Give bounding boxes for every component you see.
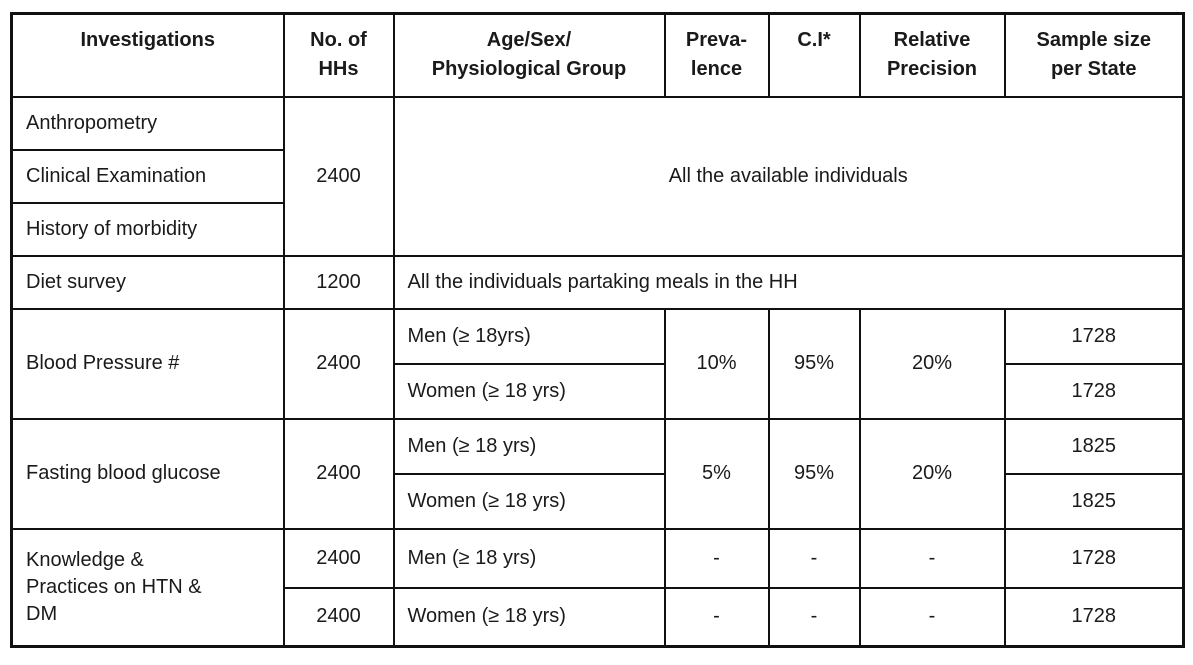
cell-investigation-clinical: Clinical Examination (10, 148, 285, 204)
cell-prevalence-knowledge-women: - (663, 586, 770, 648)
cell-note-all-available: All the available individuals (392, 95, 1185, 257)
cell-investigation-blood-pressure: Blood Pressure # (10, 307, 285, 420)
cell-investigation-diet: Diet survey (10, 254, 285, 310)
col-header-prevalence: Preva- lence (663, 12, 770, 98)
cell-prevalence-fbg: 5% (663, 417, 770, 530)
cell-ci-knowledge-men: - (767, 527, 861, 589)
cell-sample-bp-men: 1728 (1003, 307, 1185, 365)
row-blood-pressure-men: Blood Pressure # 2400 Men (≥ 18yrs) 10% … (10, 307, 1185, 420)
cell-investigation-knowledge: Knowledge & Practices on HTN & DM (10, 527, 285, 648)
row-fasting-glucose-men: Fasting blood glucose 2400 Men (≥ 18 yrs… (10, 417, 1185, 530)
cell-sample-fbg-women: 1825 (1003, 472, 1185, 530)
cell-group-fbg-women: Women (≥ 18 yrs) (392, 472, 666, 530)
cell-ci-knowledge-women: - (767, 586, 861, 648)
cell-sample-knowledge-men: 1728 (1003, 527, 1185, 589)
cell-hhs-knowledge-men: 2400 (282, 527, 395, 589)
cell-ci-bp: 95% (767, 307, 861, 420)
cell-group-knowledge-women: Women (≥ 18 yrs) (392, 586, 666, 648)
col-header-relative-precision: Relative Precision (858, 12, 1006, 98)
col-header-age-sex-group: Age/Sex/ Physiological Group (392, 12, 666, 98)
cell-prevalence-bp: 10% (663, 307, 770, 420)
cell-hhs-blood-pressure: 2400 (282, 307, 395, 420)
row-anthropometry: Anthropometry 2400 All the available ind… (10, 95, 1185, 257)
cell-hhs-diet: 1200 (282, 254, 395, 310)
row-diet-survey: Diet survey 1200 All the individuals par… (10, 254, 1185, 310)
cell-sample-bp-women: 1728 (1003, 362, 1185, 420)
col-header-no-of-hhs: No. of HHs (282, 12, 395, 98)
col-header-ci: C.I* (767, 12, 861, 98)
cell-sample-knowledge-women: 1728 (1003, 586, 1185, 648)
cell-relative-precision-knowledge-women: - (858, 586, 1006, 648)
cell-note-diet: All the individuals partaking meals in t… (392, 254, 1185, 310)
cell-prevalence-knowledge-men: - (663, 527, 770, 589)
cell-relative-precision-bp: 20% (858, 307, 1006, 420)
cell-hhs-fasting-glucose: 2400 (282, 417, 395, 530)
cell-investigation-fasting-glucose: Fasting blood glucose (10, 417, 285, 530)
cell-hhs-group1: 2400 (282, 95, 395, 257)
col-header-investigations: Investigations (10, 12, 285, 98)
cell-group-knowledge-men: Men (≥ 18 yrs) (392, 527, 666, 589)
header-row: Investigations No. of HHs Age/Sex/ Physi… (10, 12, 1185, 98)
survey-sampling-table: Investigations No. of HHs Age/Sex/ Physi… (10, 12, 1185, 648)
row-blood-pressure-women: Women (≥ 18 yrs) 1728 (12, 362, 1185, 420)
cell-ci-fbg: 95% (767, 417, 861, 530)
cell-group-bp-men: Men (≥ 18yrs) (392, 307, 666, 365)
cell-hhs-knowledge-women: 2400 (282, 586, 395, 648)
cell-investigation-history: History of morbidity (10, 201, 285, 257)
row-fasting-glucose-women: Women (≥ 18 yrs) 1825 (12, 472, 1185, 530)
row-history-of-morbidity: History of morbidity (10, 201, 1184, 257)
col-header-sample-size: Sample size per State (1003, 12, 1185, 98)
cell-investigation-anthropometry: Anthropometry (10, 95, 285, 151)
cell-relative-precision-fbg: 20% (858, 417, 1006, 530)
cell-sample-fbg-men: 1825 (1003, 417, 1185, 475)
row-knowledge-men: Knowledge & Practices on HTN & DM 2400 M… (10, 527, 1185, 648)
cell-relative-precision-knowledge-men: - (858, 527, 1006, 589)
row-clinical-examination: Clinical Examination (10, 148, 1184, 204)
row-knowledge-women: 2400 Women (≥ 18 yrs) - - - 1728 (12, 586, 1185, 648)
cell-group-fbg-men: Men (≥ 18 yrs) (392, 417, 666, 475)
cell-group-bp-women: Women (≥ 18 yrs) (392, 362, 666, 420)
